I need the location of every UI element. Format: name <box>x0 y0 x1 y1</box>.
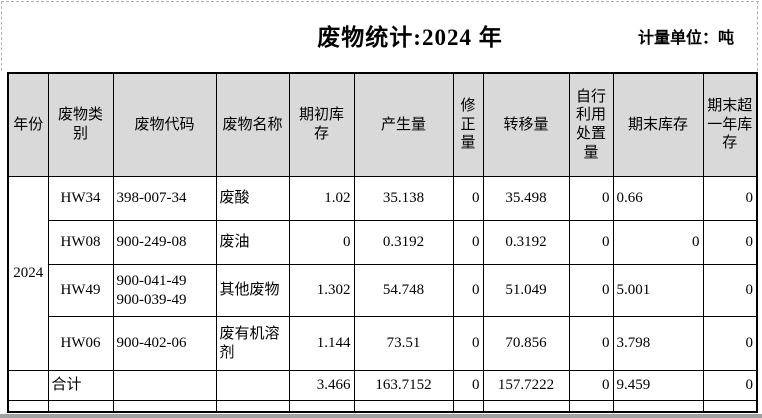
col-header-generated: 产生量 <box>353 72 454 177</box>
print-boundary-right <box>757 1 758 71</box>
cell-over-one-year: 0 <box>702 264 758 317</box>
cell-opening: 1.144 <box>288 316 355 371</box>
cell-code: 398-007-34 <box>112 176 217 221</box>
cell-self-disposed: 0 <box>568 264 614 317</box>
filler-row <box>7 400 758 412</box>
cell-corrected: 0 <box>452 316 484 371</box>
cell-ending: 0 <box>612 220 704 265</box>
cell-code-empty <box>112 370 217 401</box>
cell-generated: 73.51 <box>353 316 454 371</box>
cell-name: 其他废物 <box>215 264 290 317</box>
cell-corrected: 0 <box>452 264 484 317</box>
cell-category: HW34 <box>47 176 114 221</box>
page-title: 废物统计:2024 年 <box>317 25 503 50</box>
col-header-category: 废物类别 <box>47 72 114 177</box>
cell-transferred: 70.856 <box>482 316 570 371</box>
cell-corrected: 0 <box>452 176 484 221</box>
cell-transferred: 35.498 <box>482 176 570 221</box>
col-header-ending-stock: 期末库存 <box>612 72 704 177</box>
cell-name: 废酸 <box>215 176 290 221</box>
cell-year: 2024 <box>7 176 49 371</box>
cell-ending: 9.459 <box>612 370 704 401</box>
cell-transferred: 51.049 <box>482 264 570 317</box>
waste-statistics-table: 年份 废物类别 废物代码 废物名称 期初库存 产生量 修正量 转移量 自行利用处… <box>7 72 758 413</box>
cell-total-label: 合计 <box>47 370 114 401</box>
cell-generated: 0.3192 <box>353 220 454 265</box>
cell-generated: 54.748 <box>353 264 454 317</box>
cell-corrected: 0 <box>452 220 484 265</box>
table-row: 2024 HW34 398-007-34 废酸 1.02 35.138 0 35… <box>7 176 758 371</box>
cell-name-empty <box>215 370 290 401</box>
cell-corrected: 0 <box>452 370 484 401</box>
table-row: HW08 900-249-08 废油 0 0.3192 0 0.3192 0 0… <box>8 220 758 265</box>
col-header-corrected: 修正量 <box>452 72 484 177</box>
cell-over-one-year: 0 <box>702 220 758 265</box>
cell-category: HW49 <box>47 264 114 317</box>
print-boundary-top <box>1 1 759 2</box>
cell-self-disposed: 0 <box>568 316 614 371</box>
cell-code: 900-249-08 <box>112 220 217 265</box>
cell-opening: 3.466 <box>288 370 355 401</box>
col-header-year: 年份 <box>7 72 49 177</box>
cell-category: HW06 <box>47 316 114 371</box>
cell-self-disposed: 0 <box>568 370 614 401</box>
col-header-transferred: 转移量 <box>482 72 570 177</box>
col-header-code: 废物代码 <box>112 72 217 177</box>
cell-ending: 3.798 <box>612 316 704 371</box>
outside-page-strip <box>0 414 762 418</box>
col-header-self-disposed: 自行利用处置量 <box>568 72 614 177</box>
cell-transferred: 157.7222 <box>482 370 570 401</box>
unit-label: 计量单位：吨 <box>637 30 734 47</box>
cell-category: HW08 <box>47 220 114 265</box>
table-row: HW49 900-041-49 900-039-49 其他废物 1.302 54… <box>8 264 758 317</box>
cell-over-one-year: 0 <box>702 370 758 401</box>
cell-transferred: 0.3192 <box>482 220 570 265</box>
header-row: 年份 废物类别 废物代码 废物名称 期初库存 产生量 修正量 转移量 自行利用处… <box>7 72 758 177</box>
cell-self-disposed: 0 <box>568 176 614 221</box>
title-area: 废物统计:2024 年 计量单位：吨 <box>0 0 762 72</box>
table-row: HW06 900-402-06 废有机溶剂 1.144 73.51 0 70.8… <box>8 316 758 371</box>
cell-code: 900-402-06 <box>112 316 217 371</box>
col-header-opening-stock: 期初库存 <box>288 72 355 177</box>
cell-opening: 1.02 <box>288 176 355 221</box>
cell-code: 900-041-49 900-039-49 <box>112 264 217 317</box>
cell-opening: 0 <box>288 220 355 265</box>
cell-ending: 5.001 <box>612 264 704 317</box>
cell-generated: 35.138 <box>353 176 454 221</box>
cell-name: 废油 <box>215 220 290 265</box>
cell-self-disposed: 0 <box>568 220 614 265</box>
cell-generated: 163.7152 <box>353 370 454 401</box>
total-row: 合计 3.466 163.7152 0 157.7222 0 9.459 0 <box>7 370 758 401</box>
cell-over-one-year: 0 <box>702 316 758 371</box>
col-header-over-one-year: 期末超一年库存 <box>702 72 758 177</box>
cell-opening: 1.302 <box>288 264 355 317</box>
cell-name: 废有机溶剂 <box>215 316 290 371</box>
cell-ending: 0.66 <box>612 176 704 221</box>
cell-over-one-year: 0 <box>702 176 758 221</box>
print-boundary-left <box>1 1 2 71</box>
col-header-name: 废物名称 <box>215 72 290 177</box>
cell-year-empty <box>7 370 49 401</box>
